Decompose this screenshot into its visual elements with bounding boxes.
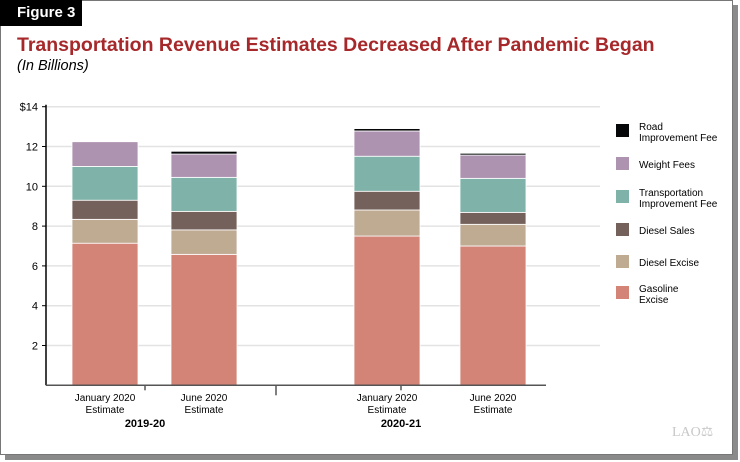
group-label: 2020-21 — [381, 418, 421, 430]
legend-label: Improvement Fee — [639, 199, 718, 210]
legend-swatch — [616, 157, 629, 170]
legend-label: Road — [639, 122, 663, 133]
lao-logo: LAO⚖ — [672, 425, 714, 440]
category-label: January 2020 — [75, 393, 136, 404]
legend-label: Transportation — [639, 188, 703, 199]
legend-swatch — [616, 255, 629, 268]
bar-segment-weight-fees — [353, 130, 421, 157]
legend-label: Diesel Excise — [639, 258, 699, 269]
bar-segment-road-improvement-fee — [353, 128, 421, 132]
y-tick-label: 2 — [32, 341, 38, 353]
bar-segment-diesel-sales — [71, 199, 139, 220]
legend-swatch — [616, 190, 629, 203]
legend-label: Weight Fees — [639, 160, 695, 171]
bar-segment-diesel-sales — [459, 211, 527, 225]
bar-segment-diesel-excise — [71, 218, 139, 244]
y-tick-label: 10 — [26, 181, 38, 193]
y-tick-label: 8 — [32, 221, 38, 233]
bar-segment-gasoline-excise — [71, 242, 139, 386]
category-label: Estimate — [86, 405, 125, 416]
bar-segment-gasoline-excise — [459, 245, 527, 386]
legend-swatch — [616, 223, 629, 236]
y-tick-label: 6 — [32, 261, 38, 273]
bar-segment-diesel-sales — [170, 210, 238, 231]
legend-swatch — [616, 124, 629, 137]
category-label: Estimate — [368, 405, 407, 416]
legend-swatch — [616, 286, 629, 299]
bar-segment-diesel-sales — [353, 190, 421, 211]
legend-label: Gasoline — [639, 284, 679, 295]
bar-segment-transportation-improvement-fee — [170, 176, 238, 212]
bar-segment-weight-fees — [170, 153, 238, 178]
legend-label: Diesel Sales — [639, 226, 695, 237]
bar-segment-diesel-excise — [170, 229, 238, 255]
group-label: 2019-20 — [125, 418, 165, 430]
chart-subtitle: (In Billions) — [17, 58, 89, 74]
category-label: June 2020 — [470, 393, 517, 404]
category-label: January 2020 — [357, 393, 418, 404]
y-tick-label: $14 — [20, 102, 38, 114]
bar-segment-weight-fees — [71, 141, 139, 167]
category-label: Estimate — [185, 405, 224, 416]
y-tick-label: 12 — [26, 142, 38, 154]
bar-segment-gasoline-excise — [170, 253, 238, 386]
bar-segment-gasoline-excise — [353, 235, 421, 386]
bar-segment-transportation-improvement-fee — [71, 165, 139, 201]
y-tick-label: 4 — [32, 301, 38, 313]
legend-label: Excise — [639, 295, 669, 306]
bar-segment-transportation-improvement-fee — [459, 177, 527, 213]
bar-segment-road-improvement-fee — [170, 150, 238, 155]
bar-segment-diesel-excise — [353, 209, 421, 237]
bar-segment-road-improvement-fee — [459, 152, 527, 156]
category-label: Estimate — [474, 405, 513, 416]
figure-label: Figure 3 — [0, 0, 82, 26]
chart-title: Transportation Revenue Estimates Decreas… — [17, 34, 655, 56]
category-label: June 2020 — [181, 393, 228, 404]
bar-segment-weight-fees — [459, 154, 527, 179]
bar-segment-transportation-improvement-fee — [353, 155, 421, 192]
bar-segment-diesel-excise — [459, 223, 527, 247]
legend-label: Improvement Fee — [639, 133, 718, 144]
